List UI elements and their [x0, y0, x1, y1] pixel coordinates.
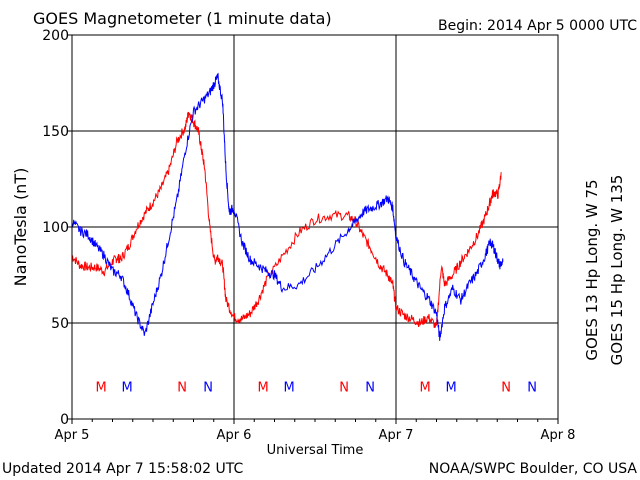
- x-axis-label: Universal Time: [267, 443, 364, 458]
- credit-label: NOAA/SWPC Boulder, CO USA: [429, 461, 638, 477]
- series-layer: [71, 72, 504, 341]
- marker-m: M: [121, 380, 132, 395]
- x-tick-label: Apr 6: [217, 428, 252, 443]
- marker-m: M: [445, 380, 456, 395]
- updated-label: Updated 2014 Apr 7 15:58:02 UTC: [2, 461, 243, 477]
- chart-title: GOES Magnetometer (1 minute data): [33, 9, 332, 28]
- y-tick-label: 150: [42, 124, 69, 140]
- y-axis-label: NanoTesla (nT): [11, 168, 30, 287]
- y-axis: 0 50 100 150 200: [42, 28, 72, 428]
- x-tick-label: Apr 8: [541, 428, 576, 443]
- legend-series-2: GOES 15 Hp Long. W 135: [608, 175, 626, 366]
- marker-n: N: [365, 380, 375, 395]
- marker-m: M: [96, 380, 107, 395]
- series-line-1: [72, 111, 502, 329]
- y-tick-label: 200: [42, 28, 69, 44]
- marker-n: N: [527, 380, 537, 395]
- gridlines: [72, 35, 558, 419]
- marker-m: M: [258, 380, 269, 395]
- marker-n: N: [203, 380, 213, 395]
- y-tick-label: 100: [42, 220, 69, 236]
- begin-label: Begin: 2014 Apr 5 0000 UTC: [438, 18, 637, 34]
- series-line-2: [71, 72, 504, 341]
- y-tick-label: 50: [51, 316, 69, 332]
- x-tick-label: Apr 7: [379, 428, 414, 443]
- x-tick-label: Apr 5: [55, 428, 90, 443]
- marker-n: N: [501, 380, 511, 395]
- marker-n: N: [339, 380, 349, 395]
- y-tick-label: 0: [60, 412, 69, 428]
- legend-series-1: GOES 13 Hp Long. W 75: [583, 179, 601, 360]
- x-axis: Apr 5 Apr 6 Apr 7 Apr 8: [55, 419, 576, 443]
- marker-n: N: [177, 380, 187, 395]
- marker-m: M: [283, 380, 294, 395]
- marker-m: M: [420, 380, 431, 395]
